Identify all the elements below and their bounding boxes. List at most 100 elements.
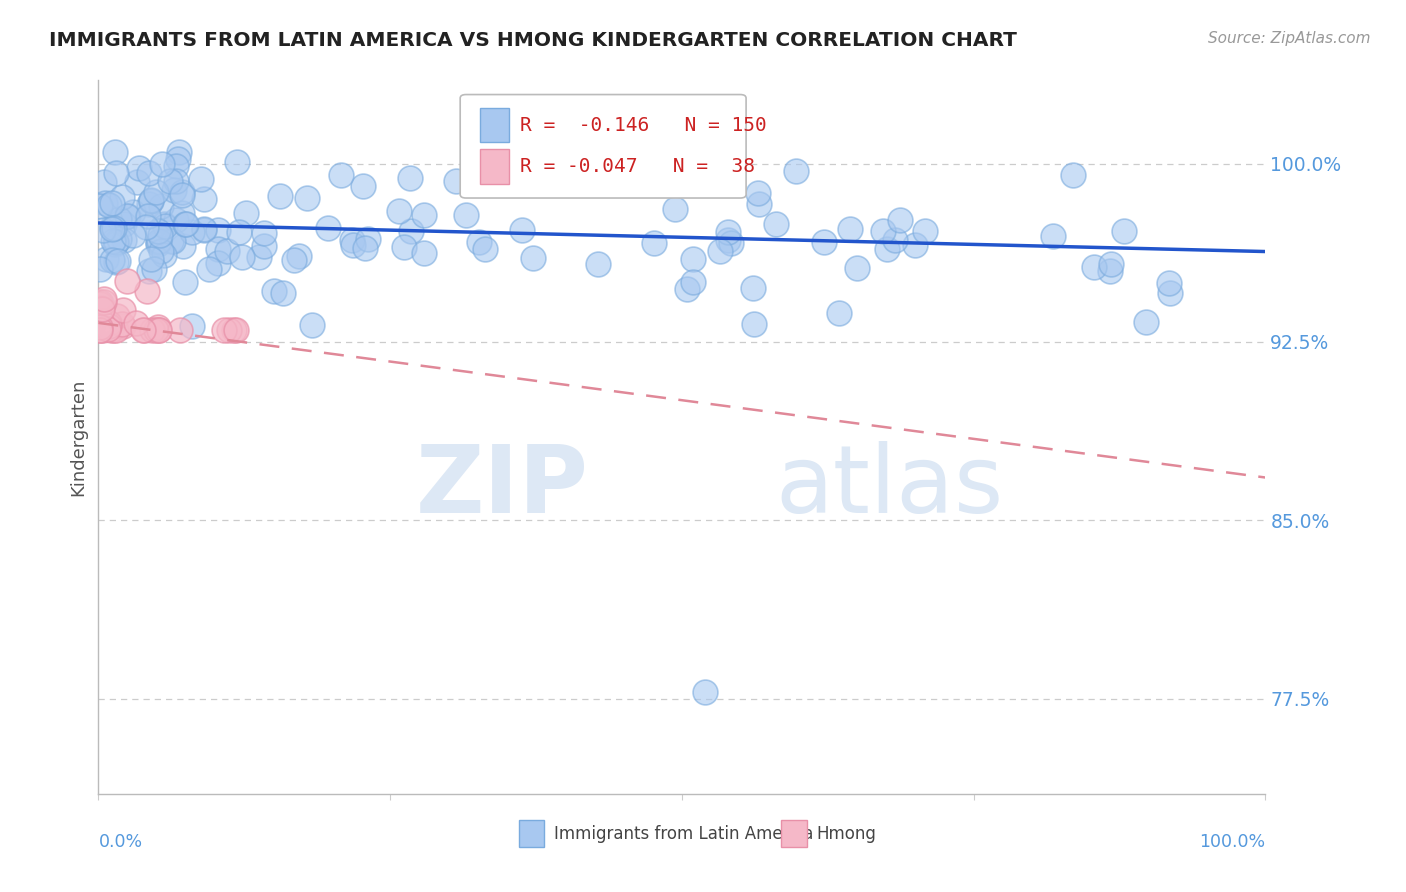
Bar (519, 821, 544, 847)
Point (269, 189, 291, 203)
Point (720, 236, 742, 251)
Point (145, 185, 167, 199)
Point (392, 240, 415, 254)
Point (1062, 168, 1084, 182)
Point (399, 170, 422, 185)
Point (145, 323, 167, 337)
Point (141, 323, 163, 337)
Point (474, 242, 496, 256)
Point (93, 295, 115, 310)
Point (709, 244, 731, 259)
Point (174, 218, 197, 232)
FancyBboxPatch shape (460, 95, 747, 198)
Point (813, 235, 835, 250)
Point (207, 223, 229, 237)
Point (354, 241, 377, 255)
Point (316, 221, 339, 235)
Point (115, 209, 138, 223)
Point (112, 217, 135, 231)
Point (190, 172, 212, 186)
Point (115, 274, 138, 288)
Point (193, 192, 215, 206)
Text: Source: ZipAtlas.com: Source: ZipAtlas.com (1208, 31, 1371, 46)
Bar (479, 108, 509, 143)
Point (104, 235, 127, 249)
Text: 0.0%: 0.0% (98, 833, 142, 851)
Point (136, 209, 159, 223)
Point (162, 183, 184, 197)
Point (342, 238, 364, 252)
Point (146, 237, 169, 252)
Point (89, 199, 111, 213)
Point (103, 323, 125, 337)
Point (111, 190, 134, 204)
Point (586, 257, 609, 271)
Point (152, 248, 174, 262)
Point (148, 323, 170, 337)
Point (301, 318, 323, 333)
Point (522, 252, 544, 266)
Point (399, 223, 422, 237)
Point (413, 245, 436, 260)
Point (121, 204, 143, 219)
Point (89, 295, 111, 310)
Point (128, 161, 150, 176)
Point (747, 186, 769, 201)
Point (108, 232, 131, 246)
Point (167, 153, 190, 167)
Text: 100.0%: 100.0% (1199, 833, 1265, 851)
Point (162, 235, 184, 249)
Point (107, 309, 129, 323)
Point (134, 323, 156, 337)
Point (165, 174, 187, 188)
Point (914, 224, 936, 238)
Point (193, 222, 215, 236)
Point (675, 282, 697, 296)
Point (1159, 276, 1181, 290)
Point (181, 319, 204, 334)
Point (107, 253, 129, 268)
Point (167, 145, 190, 159)
Point (117, 209, 139, 223)
Point (352, 179, 374, 194)
Point (1099, 264, 1122, 278)
Point (744, 317, 766, 331)
Point (252, 239, 274, 253)
Point (111, 303, 134, 318)
Point (165, 213, 187, 227)
Point (101, 234, 124, 248)
Point (104, 165, 127, 179)
Point (93, 175, 115, 189)
Point (91, 323, 114, 337)
Point (112, 318, 135, 333)
Bar (782, 821, 807, 847)
Point (112, 233, 135, 247)
Point (93, 292, 115, 306)
Point (839, 222, 862, 236)
Point (97, 322, 120, 336)
Point (148, 234, 170, 248)
Point (207, 242, 229, 256)
Point (170, 206, 193, 220)
Point (207, 256, 229, 270)
Point (96, 314, 118, 328)
Point (169, 323, 191, 337)
Point (193, 222, 215, 236)
Point (91, 306, 114, 320)
Point (98, 316, 121, 330)
Point (138, 165, 160, 179)
Point (108, 211, 131, 226)
Y-axis label: Kindergarten: Kindergarten (69, 378, 87, 496)
Point (146, 320, 169, 334)
Point (717, 233, 740, 247)
Point (1083, 260, 1105, 274)
Bar (479, 150, 509, 184)
Point (170, 188, 193, 202)
Point (717, 225, 740, 239)
Point (845, 261, 868, 276)
Point (111, 317, 134, 331)
Point (90, 301, 112, 316)
Point (174, 218, 197, 232)
Point (225, 323, 247, 337)
Point (104, 255, 127, 269)
